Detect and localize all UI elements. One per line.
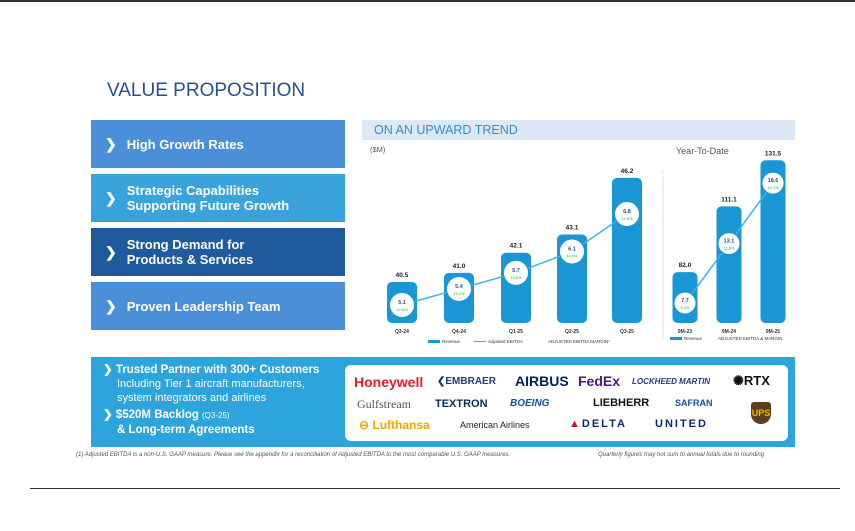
logo-lufthansa: ⊖ Lufthansa <box>359 418 430 432</box>
x-tick-label: Q4-24 <box>452 329 466 335</box>
ebitda-marker <box>761 171 785 195</box>
ebitda-marker <box>446 275 472 302</box>
panel-strong-demand: ❯ Strong Demand for Products & Services <box>91 228 345 276</box>
x-tick-label: 9M-25 <box>766 329 780 335</box>
logo-fedex: FedEx <box>578 373 621 389</box>
ebitda-marker <box>389 292 415 318</box>
margin-label: 9.3% <box>680 305 690 310</box>
legend-revenue: Revenue <box>684 336 703 341</box>
logo-rtx: ✺RTX <box>733 373 770 388</box>
x-tick-label: Q3-24 <box>395 329 409 335</box>
legend-revenue: Revenue <box>442 339 461 344</box>
ebitda-marker <box>673 291 697 315</box>
agreements-text: & Long-term Agreements <box>117 424 255 436</box>
revenue-bar <box>760 160 786 323</box>
logo-boeing: BOEING <box>510 398 550 409</box>
logo-lockheed-martin: LOCKHEED MARTIN <box>632 377 711 386</box>
x-tick-label: Q1-25 <box>509 329 523 335</box>
bottom-rule <box>30 488 840 489</box>
revenue-label: 131.5 <box>765 150 782 157</box>
backlog-date: (Q3-25) <box>202 411 230 420</box>
revenue-label: 40.5 <box>396 272 409 279</box>
logo-ups: UPS <box>751 402 771 424</box>
revenue-label: 41.0 <box>453 263 466 270</box>
ebitda-label: 18.6 <box>768 178 779 184</box>
revenue-label: 42.1 <box>510 243 523 250</box>
logo-safran: SAFRAN <box>675 398 713 408</box>
logo-textron: TEXTRON <box>435 398 488 410</box>
footnote-ebitda: (1) Adjusted EBITDA is a non-U.S. GAAP m… <box>76 452 511 458</box>
margin-label: 13.6% <box>510 275 522 280</box>
customer-logos: Honeywell ❮EMBRAER AIRBUS FedEx LOCKHEED… <box>345 365 788 441</box>
logo-embraer: ❮EMBRAER <box>437 376 496 387</box>
unit-label: ($M) <box>370 145 386 154</box>
legend-margin: ADJUSTED EBITDA MARGIN¹ <box>548 339 610 344</box>
legend-revenue-swatch <box>428 340 440 343</box>
top-rule <box>0 0 855 2</box>
ebitda-marker <box>503 259 529 286</box>
ytd-title: Year-To-Date <box>676 146 729 156</box>
logo-honeywell: Honeywell <box>354 374 424 390</box>
ebitda-marker <box>559 238 585 265</box>
customers-detail-2: system integrators and airlines <box>117 392 267 404</box>
ebitda-label: 13.1 <box>724 239 735 245</box>
chevron-right-icon: ❯ <box>105 189 117 206</box>
backlog-headline: $520M Backlog <box>115 409 199 421</box>
margin-label: 14.1% <box>767 185 779 190</box>
page-title: VALUE PROPOSITION <box>107 80 306 101</box>
revenue-label: 46.2 <box>621 168 634 175</box>
footnote-rounding: Quarterly figures may not sum to annual … <box>598 452 765 458</box>
panel-strategic-capabilities: ❯ Strategic Capabilities Supporting Futur… <box>91 174 345 222</box>
panel-leadership: ❯ Proven Leadership Team <box>91 282 345 330</box>
panel-label: Strategic Capabilities Supporting Future… <box>126 183 290 213</box>
logo-american-airlines: American Airlines <box>460 420 530 430</box>
x-tick-label: Q2-25 <box>565 329 579 335</box>
chevron-right-icon: ❯ <box>105 297 117 314</box>
x-tick-label: Q3-25 <box>620 329 634 335</box>
revenue-bar <box>612 177 642 323</box>
ebitda-label: 6.1 <box>568 247 576 253</box>
revenue-label: 43.1 <box>566 224 579 231</box>
logo-gulfstream: Gulfstream <box>357 397 411 411</box>
margin-label: 11.8% <box>723 246 734 251</box>
panel-label: High Growth Rates <box>126 136 244 152</box>
legend-ebitda-margin: ADJUSTED EBITDA & MARGIN <box>718 336 783 341</box>
logo-airbus: AIRBUS <box>515 373 569 389</box>
chart-header: ON AN UPWARD TREND <box>362 120 795 140</box>
margin-label: 14.0% <box>566 254 578 259</box>
ebitda-label: 5.1 <box>398 300 406 306</box>
logo-liebherr: LIEBHERR <box>593 397 650 409</box>
chevron-right-icon: ❯ <box>105 135 117 152</box>
revenue-label: 82.0 <box>679 262 692 269</box>
logo-united: UNITED <box>655 418 708 430</box>
ebitda-label: 7.7 <box>681 298 689 304</box>
revenue-label: 111.1 <box>721 196 737 203</box>
chevron-right-icon: ❯ <box>105 243 117 260</box>
panel-high-growth: ❯ High Growth Rates <box>91 120 345 168</box>
legend-revenue-swatch <box>670 337 682 340</box>
customers-headline: Trusted Partner with 300+ Customers <box>115 364 320 376</box>
logo-delta: ▲DELTA <box>569 418 627 430</box>
panel-label: Proven Leadership Team <box>126 298 281 314</box>
margin-label: 13.2% <box>453 291 465 296</box>
ebitda-label: 5.4 <box>455 284 464 290</box>
revenue-bar <box>716 206 742 323</box>
x-tick-label: 9M-24 <box>722 329 736 335</box>
customers-detail-1: Including Tier 1 aircraft manufacturers, <box>117 378 305 390</box>
margin-label: 12.6% <box>396 307 408 312</box>
ebitda-label: 6.8 <box>623 209 631 215</box>
panel-label: Strong Demand for Products & Services <box>126 237 254 267</box>
margin-label: 14.6% <box>621 216 633 221</box>
ebitda-marker <box>614 201 640 228</box>
ebitda-marker <box>717 232 741 256</box>
x-tick-label: 9M-23 <box>678 329 692 335</box>
ebitda-label: 5.7 <box>512 268 520 274</box>
legend-ebitda: Adjusted EBITDA <box>488 339 523 344</box>
